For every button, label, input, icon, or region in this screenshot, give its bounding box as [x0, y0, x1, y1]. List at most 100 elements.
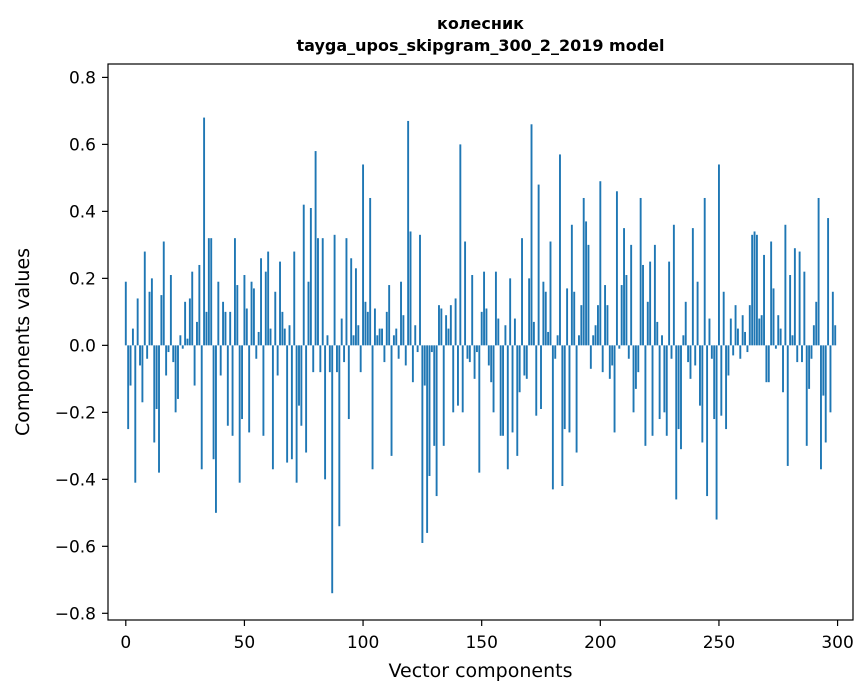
- bar-component-106: [376, 335, 379, 346]
- x-tick-label: 100: [347, 633, 379, 653]
- bar-component-89: [336, 345, 338, 373]
- bar-component-215: [634, 345, 637, 389]
- y-tick-label: −0.6: [55, 537, 96, 557]
- bar-component-173: [535, 345, 538, 416]
- bar-component-243: [701, 345, 704, 443]
- bar-component-25: [184, 301, 187, 346]
- bar-component-90: [338, 345, 341, 527]
- bar-component-137: [449, 305, 452, 346]
- bar-component-226: [661, 335, 663, 346]
- bars: [124, 117, 837, 594]
- bar-component-142: [461, 345, 464, 413]
- bar-component-38: [215, 345, 217, 513]
- bar-component-179: [549, 241, 552, 346]
- bar-component-53: [250, 281, 253, 346]
- bar-component-227: [663, 345, 666, 413]
- bar-component-155: [492, 345, 495, 413]
- bar-component-194: [585, 221, 588, 346]
- bar-component-213: [630, 244, 633, 346]
- bar-component-70: [290, 345, 293, 460]
- chart-subtitle: tayga_upos_skipgram_300_2_2019 model: [297, 36, 665, 55]
- bar-component-254: [727, 345, 730, 376]
- y-tick-label: 0.4: [69, 202, 96, 222]
- bar-component-288: [808, 345, 811, 389]
- bar-component-135: [445, 315, 448, 346]
- bar-component-230: [670, 345, 673, 359]
- bar-component-182: [556, 335, 559, 346]
- bar-component-122: [414, 325, 417, 346]
- bar-component-224: [656, 321, 659, 346]
- bar-component-250: [718, 164, 720, 346]
- bar-component-239: [691, 228, 694, 346]
- bar-component-117: [402, 315, 405, 346]
- bar-component-272: [770, 241, 773, 346]
- bar-component-228: [665, 345, 668, 436]
- bar-component-61: [269, 328, 272, 346]
- bar-component-63: [274, 291, 277, 346]
- bar-component-285: [801, 345, 803, 363]
- bar-component-218: [642, 264, 644, 346]
- bar-component-66: [281, 311, 284, 346]
- bar-component-7: [141, 345, 144, 403]
- bar-component-71: [293, 251, 296, 346]
- y-tick-label: 0.8: [69, 68, 96, 88]
- bar-component-157: [497, 318, 500, 346]
- bar-component-133: [440, 308, 443, 346]
- bar-component-123: [416, 345, 419, 353]
- bar-component-96: [352, 335, 355, 346]
- bar-component-164: [513, 318, 516, 346]
- bar-component-200: [599, 181, 602, 346]
- bar-component-145: [468, 345, 471, 363]
- bar-component-87: [331, 345, 334, 594]
- bar-component-190: [575, 345, 578, 453]
- bar-component-54: [252, 288, 255, 346]
- bar-component-211: [625, 275, 628, 346]
- bar-component-175: [540, 345, 542, 409]
- bar-component-72: [295, 345, 298, 483]
- bar-component-290: [812, 325, 815, 346]
- bar-component-11: [150, 278, 153, 346]
- bar-component-107: [378, 328, 381, 346]
- bar-component-50: [243, 275, 246, 346]
- bar-component-153: [487, 345, 490, 366]
- bar-component-236: [684, 301, 687, 346]
- bar-component-49: [241, 345, 243, 420]
- bar-component-197: [592, 335, 595, 346]
- bar-component-193: [582, 197, 585, 346]
- bar-component-79: [312, 345, 315, 373]
- bar-component-233: [677, 345, 680, 430]
- y-tick-label: 0.6: [69, 135, 96, 155]
- bar-component-35: [207, 238, 210, 346]
- bar-component-105: [373, 308, 376, 346]
- bar-component-171: [530, 124, 533, 346]
- plot-frame: [107, 63, 854, 621]
- bar-component-83: [321, 238, 324, 346]
- bar-component-22: [177, 345, 179, 399]
- bar-component-249: [715, 345, 718, 520]
- bar-component-2: [129, 345, 132, 386]
- bar-component-150: [480, 311, 483, 346]
- bar-component-73: [298, 345, 300, 406]
- bar-component-273: [772, 288, 775, 346]
- bar-component-27: [188, 298, 191, 346]
- bar-component-6: [139, 345, 141, 366]
- bar-component-299: [834, 325, 837, 346]
- x-tick-label: 200: [584, 633, 616, 653]
- bar-component-257: [734, 305, 737, 346]
- bar-component-231: [672, 224, 675, 346]
- bar-component-109: [383, 345, 386, 363]
- bar-component-255: [729, 318, 732, 346]
- bar-component-267: [758, 318, 761, 346]
- bar-component-58: [262, 345, 265, 436]
- bar-component-44: [229, 311, 232, 346]
- bar-component-294: [822, 345, 825, 396]
- x-tick-label: 150: [465, 633, 497, 653]
- bar-component-41: [222, 301, 225, 346]
- bar-component-283: [796, 345, 799, 363]
- bar-component-111: [388, 285, 391, 346]
- bar-component-97: [354, 268, 357, 346]
- bar-component-67: [283, 328, 286, 346]
- bar-component-3: [131, 328, 134, 346]
- bar-component-281: [791, 335, 794, 346]
